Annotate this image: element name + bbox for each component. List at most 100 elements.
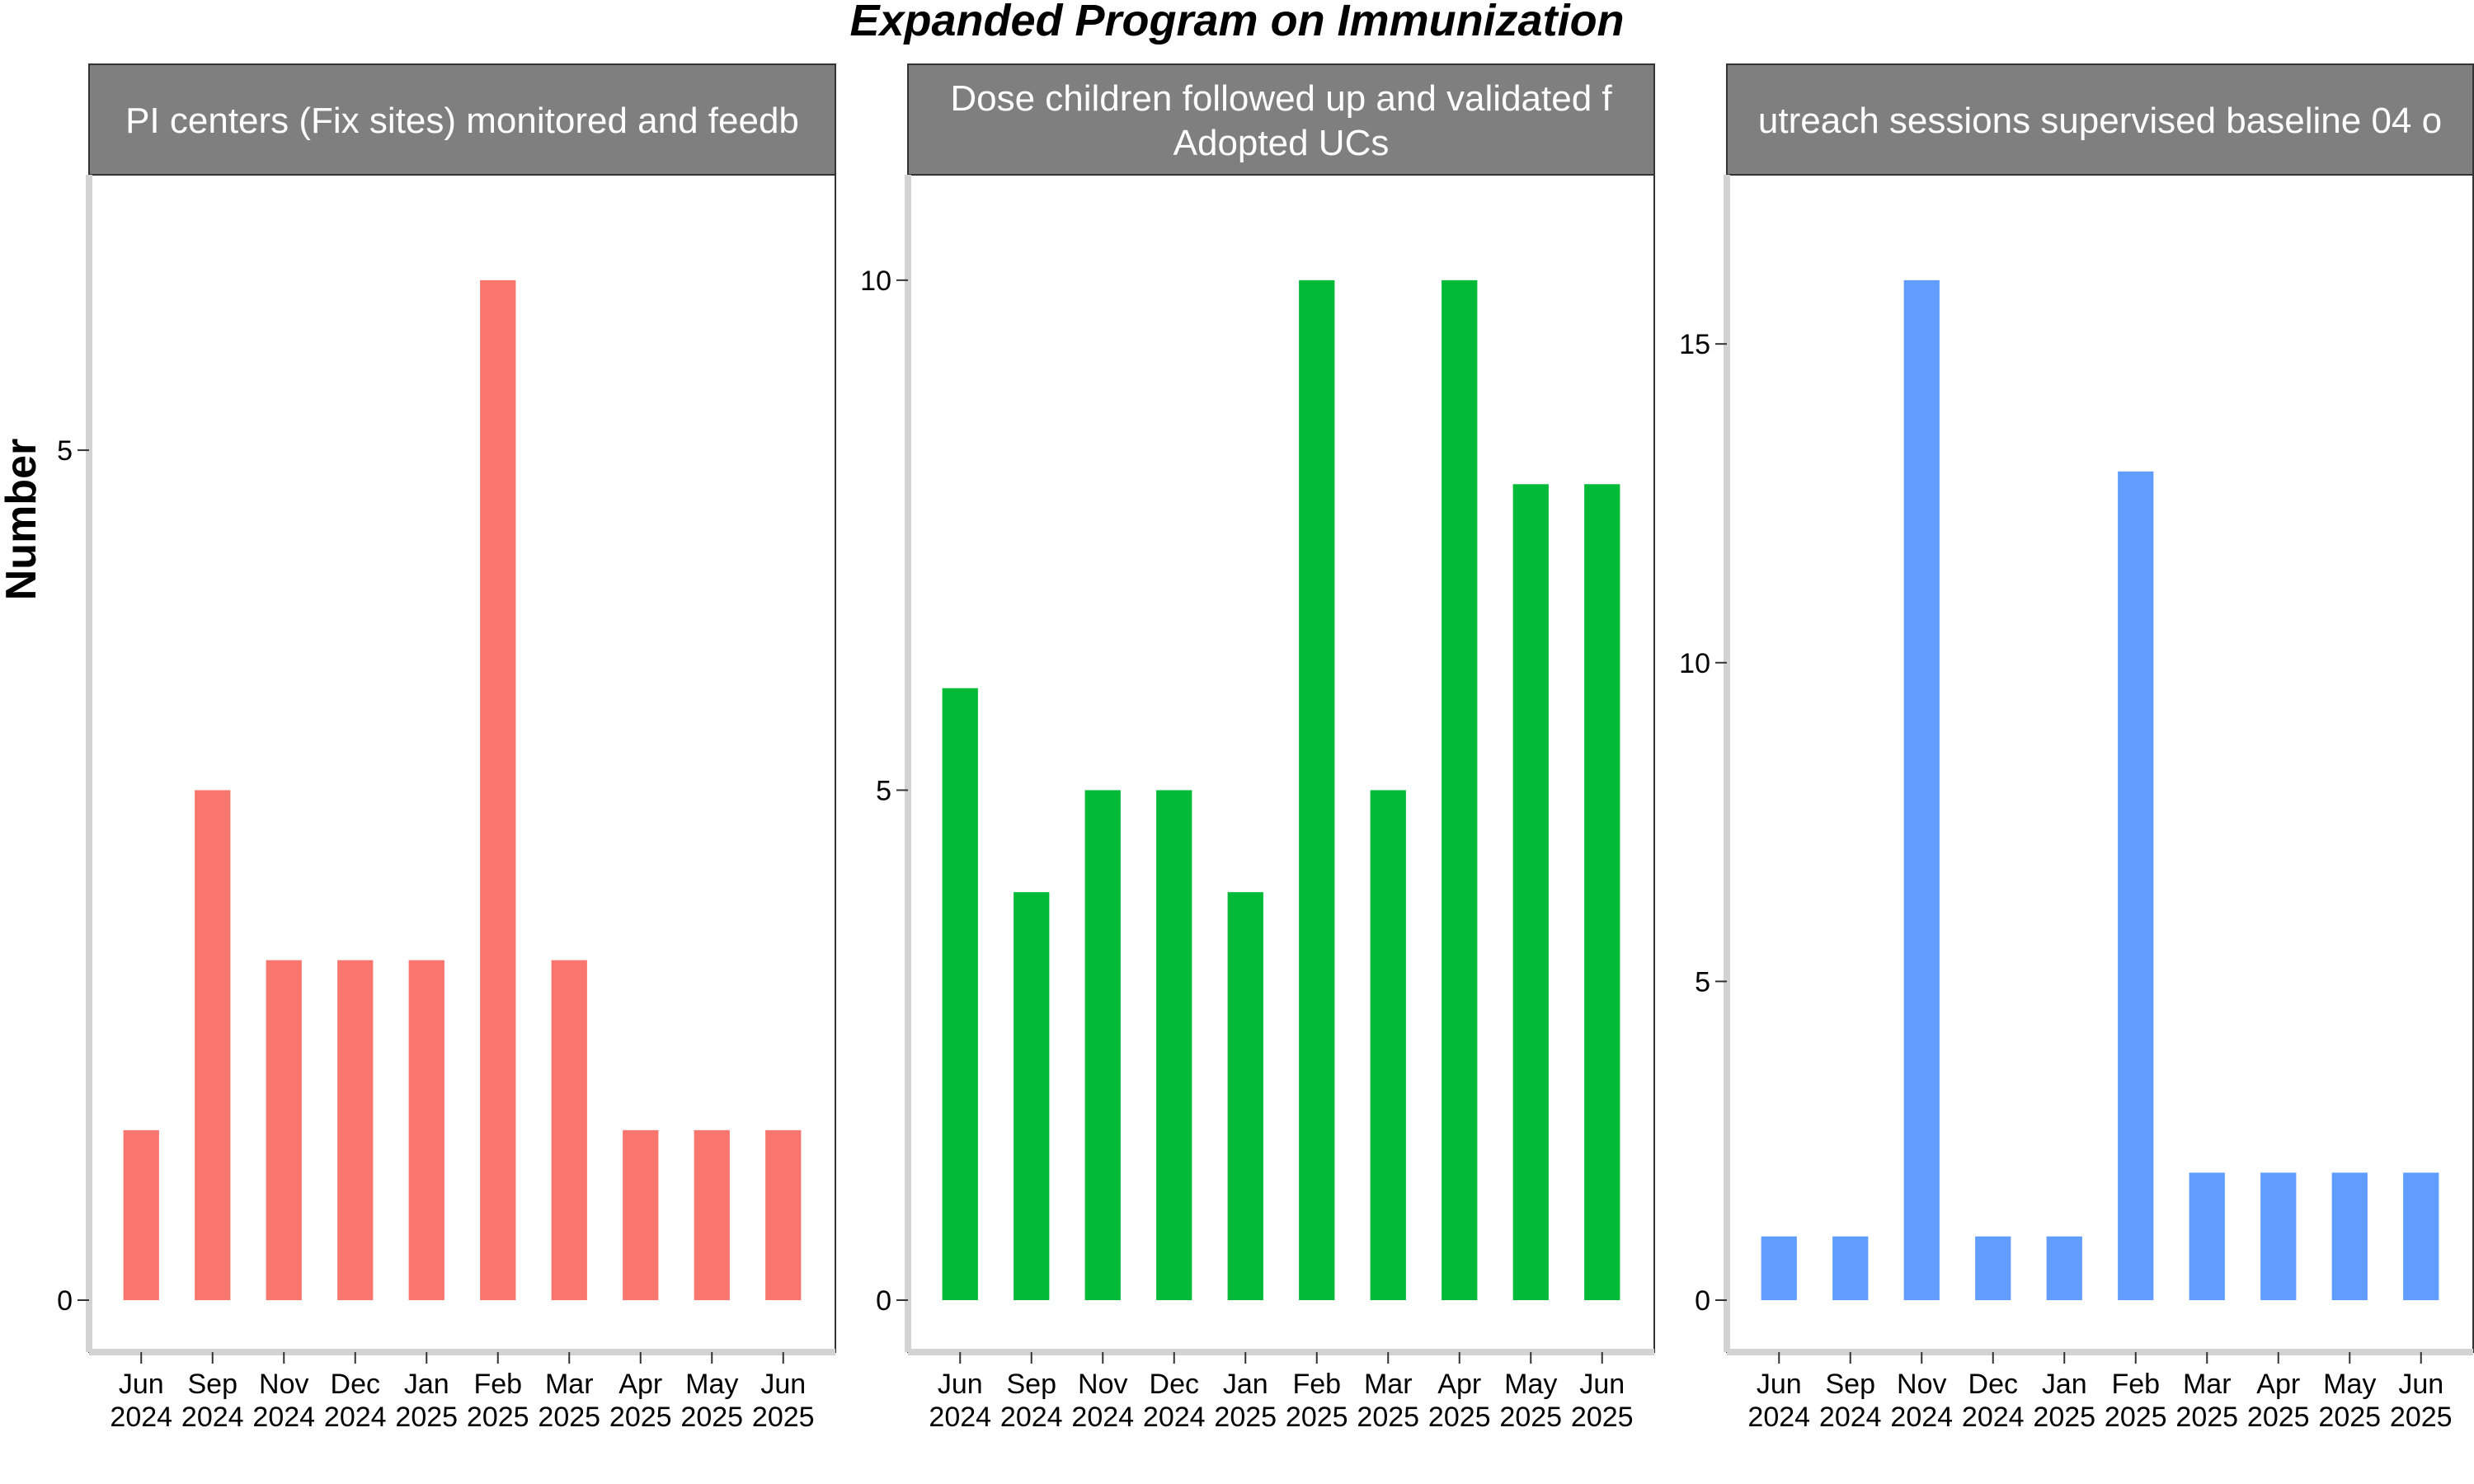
x-tick-label-year: 2024: [1000, 1402, 1063, 1433]
y-tick-label: 5: [57, 435, 73, 467]
x-tick-label-year: 2025: [2390, 1402, 2453, 1433]
panel-strip: [1726, 63, 2474, 176]
x-tick-label-month: Feb: [1292, 1369, 1341, 1400]
bar: [1156, 790, 1192, 1300]
y-tick-label: 15: [1679, 329, 1710, 360]
x-tick-label-year: 2024: [1962, 1402, 2025, 1433]
bar: [694, 1129, 730, 1300]
x-tick-label-month: Apr: [2256, 1369, 2300, 1400]
bar: [480, 279, 516, 1300]
x-tick-label-month: Feb: [2111, 1369, 2160, 1400]
x-tick-label-month: Dec: [331, 1369, 380, 1400]
x-tick-label-month: Apr: [618, 1369, 662, 1400]
bar: [195, 790, 231, 1300]
x-tick-label-month: Sep: [188, 1369, 238, 1400]
x-tick-label-year: 2024: [181, 1402, 244, 1433]
bar: [2118, 471, 2154, 1300]
x-tick-label-year: 2025: [2175, 1402, 2238, 1433]
bar: [123, 1129, 159, 1300]
bar: [408, 960, 444, 1300]
x-tick-label-month: Jun: [119, 1369, 164, 1400]
y-tick-label: 0: [57, 1285, 73, 1317]
x-tick-label-year: 2025: [395, 1402, 458, 1433]
bar: [266, 960, 302, 1300]
x-tick-label-year: 2025: [1571, 1402, 1634, 1433]
x-tick-label-year: 2025: [1286, 1402, 1348, 1433]
x-tick-label-month: Dec: [1968, 1369, 2018, 1400]
x-tick-label-year: 2024: [1071, 1402, 1134, 1433]
panel-strip-text: PI centers (Fix sites) monitored and fee…: [125, 101, 799, 141]
x-tick-label-year: 2025: [752, 1402, 815, 1433]
x-tick-label-year: 2025: [2105, 1402, 2167, 1433]
y-tick-label: 10: [860, 265, 891, 297]
panel-strip-title: Adopted UCs: [1174, 123, 1390, 163]
bar: [2331, 1172, 2368, 1300]
bar: [1084, 790, 1121, 1300]
x-tick-label-month: Jun: [2398, 1369, 2443, 1400]
panel-strip: [907, 63, 1655, 176]
x-tick-label-year: 2024: [110, 1402, 172, 1433]
panel-strip-title: PI centers (Fix sites) monitored and fee…: [125, 101, 799, 141]
x-tick-label-month: Nov: [1078, 1369, 1127, 1400]
x-tick-label-month: Nov: [1897, 1369, 1946, 1400]
y-tick-label: 0: [876, 1285, 891, 1317]
x-tick-label-year: 2025: [1357, 1402, 1419, 1433]
x-tick-label-month: May: [1504, 1369, 1557, 1400]
x-tick-label-year: 2025: [538, 1402, 600, 1433]
x-tick-label-month: Jan: [2042, 1369, 2087, 1400]
panel-strip-title: utreach sessions supervised baseline 04 …: [1758, 101, 2442, 141]
y-tick-label: 10: [1679, 648, 1710, 679]
x-tick-label-month: Dec: [1150, 1369, 1199, 1400]
bar: [1299, 279, 1335, 1300]
y-tick-label: 5: [876, 775, 891, 806]
bar: [1584, 484, 1620, 1300]
x-tick-label-month: Mar: [545, 1369, 594, 1400]
x-tick-label-year: 2025: [1214, 1402, 1277, 1433]
x-tick-label-year: 2024: [1819, 1402, 1882, 1433]
bar: [1975, 1236, 2011, 1300]
bar: [1442, 279, 1478, 1300]
panel-strip: [88, 63, 836, 176]
x-tick-label-month: May: [685, 1369, 738, 1400]
panel-strip-text: utreach sessions supervised baseline 04 …: [1758, 101, 2442, 141]
x-tick-label-year: 2024: [252, 1402, 315, 1433]
x-tick-label-month: Feb: [473, 1369, 522, 1400]
bar: [2403, 1172, 2439, 1300]
x-tick-label-year: 2024: [324, 1402, 387, 1433]
bar: [1014, 892, 1050, 1300]
x-tick-label-year: 2025: [1428, 1402, 1491, 1433]
x-tick-label-year: 2024: [1143, 1402, 1206, 1433]
bar: [1761, 1236, 1797, 1300]
x-tick-label-year: 2025: [467, 1402, 529, 1433]
bar: [1227, 892, 1263, 1300]
bar: [337, 960, 374, 1300]
bar: [1370, 790, 1406, 1300]
x-tick-label-month: Jun: [938, 1369, 983, 1400]
panel-strip-title: Dose children followed up and validated …: [950, 78, 1612, 119]
x-tick-label-year: 2025: [2033, 1402, 2095, 1433]
chart-title: Expanded Program on Immunization: [849, 0, 1625, 45]
x-tick-label-month: Nov: [259, 1369, 308, 1400]
bar: [551, 960, 587, 1300]
x-tick-label-month: Mar: [2183, 1369, 2232, 1400]
x-tick-label-month: Apr: [1437, 1369, 1481, 1400]
x-tick-label-month: Jan: [404, 1369, 449, 1400]
x-tick-label-year: 2025: [680, 1402, 743, 1433]
bar: [1903, 279, 1940, 1300]
x-tick-label-month: Jun: [1757, 1369, 1802, 1400]
bar: [623, 1129, 659, 1300]
bar: [1832, 1236, 1869, 1300]
x-tick-label-year: 2025: [2247, 1402, 2310, 1433]
x-tick-label-month: May: [2323, 1369, 2376, 1400]
panel-1: PI centers (Fix sites) monitored and fee…: [57, 63, 836, 1433]
x-tick-label-month: Sep: [1826, 1369, 1876, 1400]
x-tick-label-month: Mar: [1364, 1369, 1413, 1400]
x-tick-label-month: Jun: [1579, 1369, 1625, 1400]
x-tick-label-year: 2025: [1499, 1402, 1562, 1433]
x-tick-label-year: 2024: [929, 1402, 991, 1433]
x-tick-label-year: 2025: [2318, 1402, 2381, 1433]
y-tick-label: 5: [1695, 966, 1710, 998]
x-tick-label-year: 2025: [609, 1402, 672, 1433]
